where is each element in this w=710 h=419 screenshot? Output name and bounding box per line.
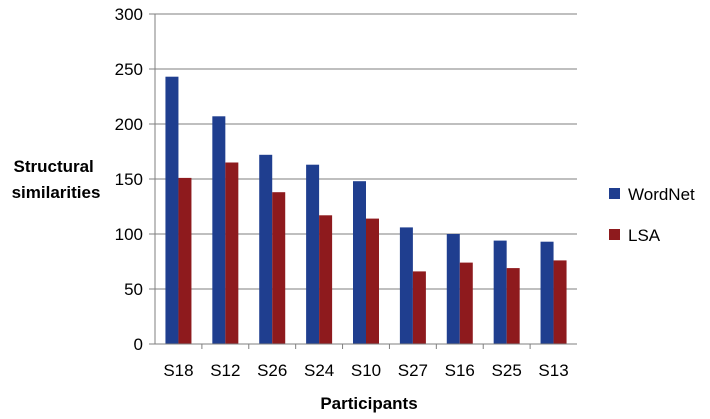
- bar-wordnet-s16: [447, 234, 460, 344]
- y-axis-title-line-2: similarities: [12, 183, 101, 202]
- bar-wordnet-s26: [259, 155, 272, 344]
- x-tick-label: S24: [304, 361, 334, 380]
- bar-wordnet-s10: [353, 181, 366, 344]
- x-tick-label: S13: [538, 361, 568, 380]
- bar-wordnet-s12: [212, 116, 225, 344]
- bar-lsa-s27: [413, 271, 426, 344]
- x-tick-label: S10: [351, 361, 381, 380]
- bar-wordnet-s18: [165, 77, 178, 344]
- bar-lsa-s12: [225, 163, 238, 345]
- y-tick-label: 250: [115, 60, 143, 79]
- x-tick-label: S25: [492, 361, 522, 380]
- y-axis-title-line-1: Structural: [13, 157, 93, 176]
- x-axis-title: Participants: [320, 394, 417, 413]
- legend-label-wordnet: WordNet: [628, 185, 695, 204]
- x-tick-labels: S18 S12 S26 S24 S10 S27 S16 S25 S13: [163, 361, 568, 380]
- x-tick-label: S27: [398, 361, 428, 380]
- bar-lsa-s16: [460, 263, 473, 344]
- y-tick-label: 150: [115, 170, 143, 189]
- x-tick-label: S16: [445, 361, 475, 380]
- y-tick-label: 200: [115, 115, 143, 134]
- x-tick-label: S18: [163, 361, 193, 380]
- y-tick-label: 100: [115, 225, 143, 244]
- legend-swatch-lsa: [609, 229, 620, 240]
- bar-lsa-s13: [554, 260, 567, 344]
- y-tick-label: 50: [124, 280, 143, 299]
- y-axis-title: Structural similarities: [12, 157, 101, 202]
- bar-lsa-s25: [507, 268, 520, 344]
- bar-wordnet-s27: [400, 227, 413, 344]
- y-tick-labels: 0 50 100 150 200 250 300: [115, 5, 143, 354]
- bar-lsa-s26: [272, 192, 285, 344]
- y-tick-label: 0: [134, 335, 143, 354]
- bar-lsa-s24: [319, 215, 332, 344]
- legend-label-lsa: LSA: [628, 226, 661, 245]
- bar-wordnet-s25: [494, 241, 507, 344]
- bar-lsa-s10: [366, 219, 379, 344]
- x-tick-label: S26: [257, 361, 287, 380]
- bar-wordnet-s24: [306, 165, 319, 344]
- bar-wordnet-s13: [541, 242, 554, 344]
- bars: [165, 77, 566, 344]
- legend: WordNet LSA: [609, 185, 695, 245]
- bar-lsa-s18: [178, 178, 191, 344]
- legend-swatch-wordnet: [609, 188, 620, 199]
- x-tick-label: S12: [210, 361, 240, 380]
- y-tick-label: 300: [115, 5, 143, 24]
